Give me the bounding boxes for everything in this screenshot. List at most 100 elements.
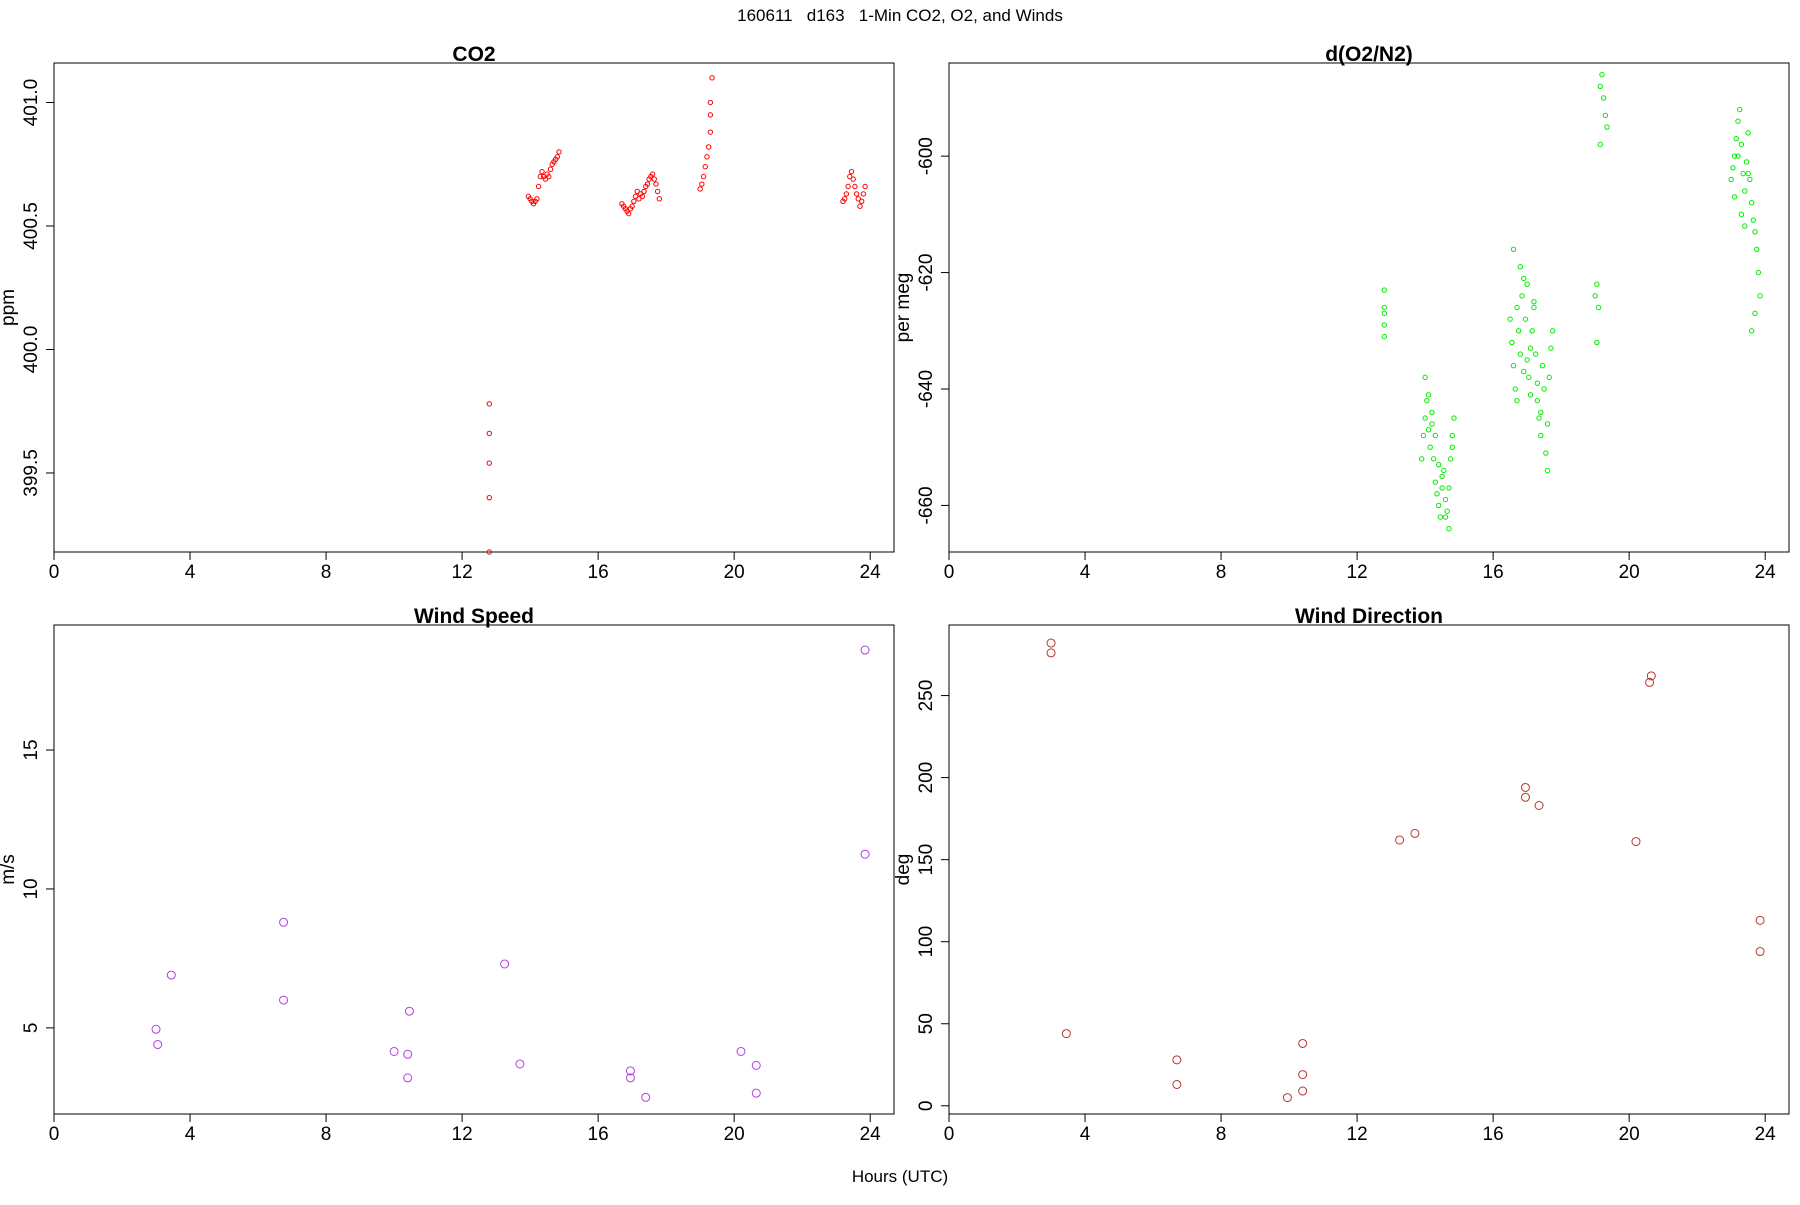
o2-data-point	[1745, 130, 1751, 136]
co2-x-tick-label: 4	[185, 562, 196, 583]
co2-data-point	[537, 173, 544, 180]
co2-data-point	[641, 188, 647, 195]
o2-data-point	[1538, 432, 1544, 439]
o2-data-point	[1510, 363, 1517, 369]
co2-data-point	[847, 173, 853, 180]
o2-data-point	[1730, 165, 1736, 171]
o2-data-point	[1736, 106, 1743, 113]
o2-data-point	[1419, 456, 1425, 462]
co2-data-point	[702, 164, 708, 170]
o2-data-point	[1546, 374, 1552, 381]
o2-data-point	[1422, 415, 1428, 421]
wind-dir-y-tick-label: 100	[916, 926, 937, 958]
o2-data-point	[1449, 432, 1456, 439]
o2-data-point	[1548, 345, 1554, 351]
o2-data-point	[1524, 357, 1530, 363]
o2-data-point	[1600, 95, 1607, 101]
co2-x-tick-label: 24	[860, 562, 882, 583]
o2-data-point	[1507, 316, 1513, 322]
o2-data-point	[1597, 83, 1603, 89]
o2-plot-frame	[948, 62, 1790, 553]
co2-data-point	[629, 203, 635, 209]
wind-dir-y-tick-label: 150	[916, 844, 937, 876]
o2-x-tick-label: 8	[1216, 562, 1227, 583]
o2-data-point	[1597, 141, 1603, 148]
wind-speed-x-tick-label: 24	[860, 1124, 882, 1145]
o2-data-point	[1432, 479, 1439, 485]
wind-dir-data-point	[1172, 1055, 1182, 1065]
co2-x-tick-label: 12	[452, 562, 473, 583]
wind-speed-data-point	[389, 1046, 399, 1056]
o2-data-point	[1442, 496, 1449, 503]
o2-data-point	[1517, 264, 1524, 270]
o2-data-point	[1515, 328, 1522, 334]
wind-speed-plot-frame	[53, 624, 895, 1115]
wind-dir-data-point	[1298, 1086, 1308, 1096]
o2-data-point	[1544, 467, 1551, 474]
o2-data-point	[1514, 304, 1520, 311]
wind-speed-data-point	[751, 1088, 761, 1098]
wind-speed-data-point	[403, 1073, 413, 1083]
wind-speed-y-tick-label: 5	[21, 1023, 42, 1034]
o2-data-point	[1738, 141, 1745, 148]
o2-data-point	[1381, 333, 1388, 340]
wind-dir-x-tick-label: 20	[1619, 1124, 1640, 1145]
o2-data-point	[1527, 392, 1534, 398]
wind-speed-data-point	[500, 959, 510, 969]
co2-data-point	[707, 129, 714, 135]
co2-data-point	[556, 149, 562, 155]
co2-data-point	[841, 196, 848, 202]
wind-speed-data-point	[860, 645, 870, 655]
o2-y-tick-label: -620	[916, 254, 937, 292]
wind-speed-data-point	[166, 970, 176, 980]
o2-data-point	[1735, 153, 1741, 159]
o2-data-point	[1752, 229, 1758, 235]
co2-plot-frame	[53, 62, 895, 553]
o2-data-point	[1738, 211, 1745, 218]
o2-data-point	[1531, 304, 1537, 311]
wind-dir-data-point	[1755, 947, 1765, 957]
co2-data-point	[845, 183, 851, 190]
o2-data-point	[1731, 194, 1738, 200]
co2-data-point	[636, 196, 642, 202]
co2-data-point	[535, 183, 542, 190]
wind-speed-data-point	[625, 1073, 635, 1083]
o2-data-point	[1446, 485, 1452, 491]
wind-dir-data-point	[1646, 671, 1656, 681]
o2-data-point	[1743, 159, 1750, 165]
wind-speed-data-point	[151, 1024, 161, 1034]
wind-dir-panel-title: Wind Direction	[1295, 605, 1443, 628]
co2-data-point	[554, 154, 561, 160]
o2-data-point	[1429, 409, 1435, 415]
wind-speed-data-point	[625, 1066, 635, 1076]
o2-data-point	[1595, 304, 1602, 311]
wind-dir-data-point	[1282, 1093, 1292, 1103]
co2-data-point	[656, 196, 663, 202]
wind-speed-x-tick-label: 0	[49, 1124, 60, 1145]
o2-data-point	[1526, 374, 1532, 381]
o2-data-point	[1381, 287, 1388, 293]
o2-x-tick-label: 24	[1755, 562, 1777, 583]
co2-y-tick-label: 400.0	[21, 326, 42, 374]
co2-data-point	[486, 549, 493, 555]
co2-data-point	[651, 176, 657, 182]
co2-x-tick-label: 20	[724, 562, 745, 583]
o2-data-point	[1747, 176, 1753, 183]
o2-data-point	[1437, 514, 1444, 520]
o2-data-point	[1544, 421, 1551, 427]
o2-x-tick-label: 4	[1080, 562, 1091, 583]
o2-data-point	[1422, 374, 1428, 381]
co2-data-point	[700, 173, 707, 180]
wind-speed-y-tick-label: 15	[21, 739, 42, 760]
wind-dir-x-tick-label: 12	[1347, 1124, 1368, 1145]
wind-speed-data-point	[153, 1040, 163, 1050]
co2-data-point	[649, 171, 656, 177]
co2-data-point	[542, 176, 549, 182]
wind-dir-y-tick-label: 0	[916, 1101, 937, 1112]
o2-data-point	[1429, 421, 1435, 427]
wind-dir-y-axis-label: deg	[893, 854, 914, 886]
wind-dir-y-tick-label: 200	[916, 762, 937, 794]
o2-data-point	[1509, 339, 1515, 346]
